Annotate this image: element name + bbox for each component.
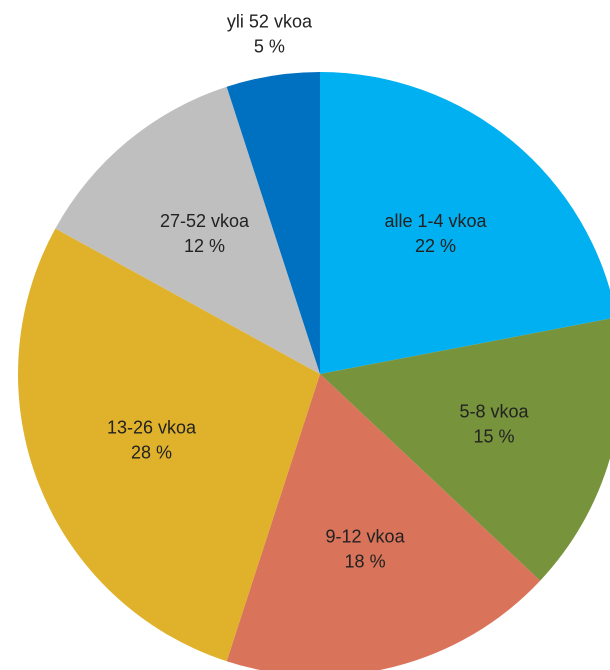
pie-slice — [320, 318, 610, 581]
slice-category-label: 27-52 vkoa — [160, 211, 250, 231]
pie-slice — [226, 72, 320, 374]
slice-category-label: 5-8 vkoa — [459, 401, 529, 421]
slice-category-label: yli 52 vkoa — [227, 12, 313, 32]
pie-slice — [17, 228, 320, 662]
slice-value-label: 12 % — [184, 236, 225, 256]
slice-category-label: 13-26 vkoa — [107, 417, 197, 437]
slice-value-label: 28 % — [131, 442, 172, 462]
pie-slice — [320, 72, 610, 374]
slice-value-label: 5 % — [254, 37, 285, 57]
pie-slice — [55, 86, 321, 374]
pie-slice — [226, 374, 541, 670]
slice-category-label: alle 1-4 vkoa — [384, 211, 487, 231]
slice-value-label: 22 % — [415, 236, 456, 256]
slice-value-label: 15 % — [473, 426, 514, 446]
slice-value-label: 18 % — [345, 551, 386, 571]
slice-category-label: 9-12 vkoa — [326, 526, 406, 546]
